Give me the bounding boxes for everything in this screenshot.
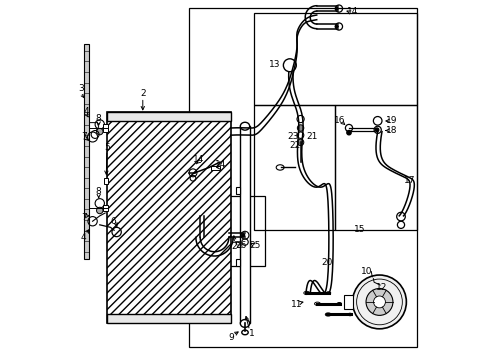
Text: 3: 3 [78,84,84,93]
Text: 14: 14 [193,155,204,164]
Circle shape [297,125,304,131]
Bar [190,8,417,347]
Circle shape [373,296,386,308]
Bar [343,295,353,309]
Ellipse shape [240,319,250,327]
Bar [107,315,231,323]
Text: 7: 7 [81,213,87,222]
Ellipse shape [304,291,310,294]
Bar [107,112,231,121]
Text: 22: 22 [289,141,300,150]
Text: 8: 8 [96,114,101,123]
Bar [84,44,89,259]
Text: 6: 6 [110,217,116,226]
Bar [190,196,265,266]
Bar [211,166,220,170]
Circle shape [97,129,103,135]
Circle shape [335,25,338,28]
Text: 23: 23 [288,132,299,141]
Bar [236,259,240,266]
Circle shape [347,131,351,135]
Text: 5: 5 [104,143,110,152]
Text: 4: 4 [81,233,86,242]
Ellipse shape [337,302,342,305]
Ellipse shape [325,313,331,316]
Text: 18: 18 [386,126,398,135]
Text: 1: 1 [249,329,255,338]
Circle shape [366,288,393,315]
Text: 19: 19 [386,116,398,125]
Bar [254,13,417,105]
Ellipse shape [326,292,331,294]
Text: 4: 4 [84,107,89,116]
Text: 8: 8 [96,187,101,196]
Text: 13: 13 [269,60,280,69]
Circle shape [375,128,379,132]
Text: 14: 14 [347,6,358,15]
Bar [104,178,108,184]
Circle shape [242,234,245,237]
Bar [103,125,108,132]
Text: 25: 25 [250,242,261,251]
Text: 9: 9 [228,333,234,342]
Circle shape [353,275,406,329]
Text: 12: 12 [375,283,387,292]
Text: 24: 24 [231,242,243,251]
Text: 16: 16 [334,116,345,125]
Text: 2: 2 [140,89,146,98]
Circle shape [335,7,338,10]
Circle shape [297,139,304,145]
Text: 21: 21 [306,132,318,141]
Bar [335,105,417,230]
Bar [236,187,240,194]
Ellipse shape [348,313,352,316]
Text: 26: 26 [236,242,247,251]
Text: 14: 14 [215,161,226,170]
Bar [103,205,108,211]
Ellipse shape [240,122,250,130]
Bar [240,126,250,323]
Text: 7: 7 [81,132,87,141]
Text: 20: 20 [322,258,333,267]
Text: 17: 17 [403,176,415,185]
Bar [254,105,335,230]
Circle shape [97,207,103,214]
Ellipse shape [242,330,248,335]
Text: 15: 15 [354,225,366,234]
Bar [107,112,231,323]
Text: 10: 10 [361,267,373,276]
Text: 11: 11 [291,300,302,309]
Ellipse shape [315,302,320,305]
